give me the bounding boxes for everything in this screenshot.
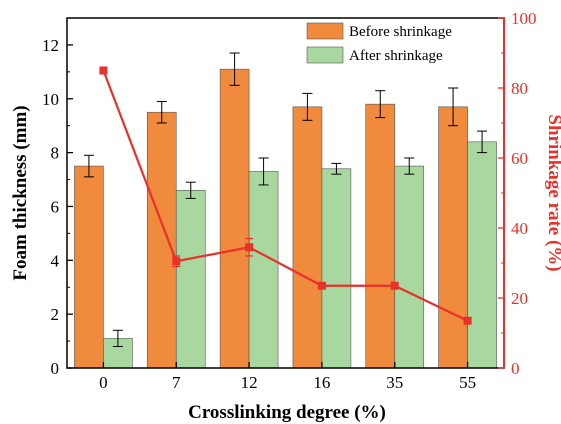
x-axis-label: Crosslinking degree (%) [188, 402, 386, 423]
y2-tick-label-60: 60 [511, 149, 528, 168]
y2-tick-label-100: 100 [511, 9, 537, 28]
bars-layer [74, 68, 497, 369]
shrinkage-rate-point-16 [317, 281, 326, 290]
shrinkage-rate-point-0 [99, 66, 108, 75]
y-axis-label: Foam thickness (mm) [10, 105, 31, 280]
before-shrinkage-bar-55 [438, 106, 468, 369]
y-tick-label-4: 4 [51, 251, 60, 270]
y2-axis-label: Shrinkage rate (%) [544, 114, 561, 271]
shrinkage-rate-point-7 [172, 257, 181, 266]
axes-layer: 0 2 4 6 8 10 12 0 20 40 60 80 100 0 7 12 16 35 55 [42, 9, 537, 392]
x-tick-label-35: 35 [386, 373, 403, 392]
x-tick-label-55: 55 [459, 373, 476, 392]
before-shrinkage-bar-7 [146, 111, 177, 369]
after-shrinkage-bar-55 [467, 141, 497, 369]
shrinkage-line-layer [99, 66, 472, 325]
y-tick-label-6: 6 [51, 197, 60, 216]
shrinkage-rate-point-35 [390, 281, 399, 290]
y-tick-label-10: 10 [42, 90, 59, 109]
legend: Before shrinkage After shrinkage [306, 22, 452, 64]
y-tick-label-8: 8 [51, 144, 60, 163]
error-bars-layer [83, 52, 488, 347]
legend-swatch-after [306, 46, 344, 64]
x-tick-label-0: 0 [99, 373, 108, 392]
before-shrinkage-bar-12 [219, 68, 250, 369]
shrinkage-rate-line [102, 70, 469, 322]
x-tick-label-16: 16 [313, 373, 330, 392]
after-shrinkage-bar-16 [321, 168, 352, 369]
before-shrinkage-bar-35 [365, 103, 396, 369]
legend-label-before: Before shrinkage [349, 24, 452, 40]
after-shrinkage-bar-7 [175, 190, 206, 369]
legend-swatch-before [306, 22, 344, 40]
before-shrinkage-bar-0 [74, 165, 104, 369]
shrinkage-rate-point-55 [463, 316, 472, 325]
after-shrinkage-bar-12 [248, 171, 279, 369]
y-tick-label-0: 0 [51, 359, 60, 378]
y2-tick-label-80: 80 [511, 79, 528, 98]
shrinkage-rate-point-12 [245, 243, 254, 252]
y2-tick-label-20: 20 [511, 289, 528, 308]
after-shrinkage-bar-35 [394, 165, 425, 369]
x-tick-label-7: 7 [172, 373, 181, 392]
legend-label-after: After shrinkage [349, 48, 443, 64]
y-tick-label-2: 2 [51, 305, 60, 324]
before-shrinkage-bar-16 [292, 106, 323, 369]
y2-tick-label-40: 40 [511, 219, 528, 238]
y2-tick-label-0: 0 [511, 359, 520, 378]
x-tick-label-12: 12 [241, 373, 258, 392]
y-tick-label-12: 12 [42, 36, 59, 55]
